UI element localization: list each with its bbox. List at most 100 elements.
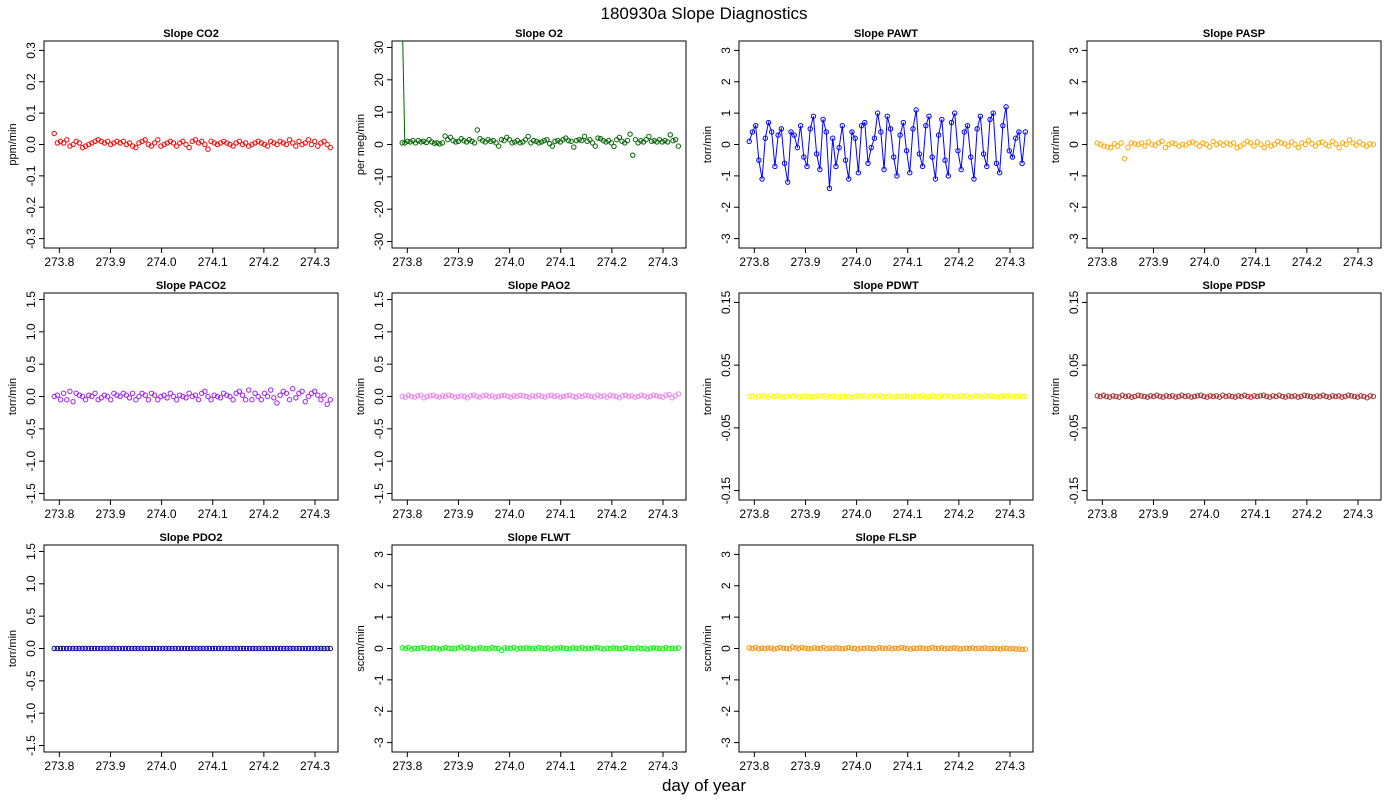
data-point [573,137,580,144]
data-point [224,392,230,398]
data-point [1110,393,1116,399]
data-point [529,646,536,652]
data-point [415,137,422,144]
data-point [536,392,542,398]
data-point [549,143,556,149]
data-point [836,645,842,651]
data-point [976,393,982,400]
data-point [214,393,221,400]
data-point [801,154,807,160]
x-tick-label: 274.3 [995,255,1025,269]
data-point [1016,393,1022,399]
data-point [324,141,330,148]
x-tick-label: 274.1 [1241,507,1271,521]
data-point [283,390,290,396]
data-point [554,645,561,652]
y-tick-label: 3 [719,551,733,558]
data-point [955,148,961,154]
data-point [638,645,644,652]
data-point [588,393,595,400]
data-point [1022,393,1029,400]
data-point [180,138,186,145]
data-point [963,645,970,651]
data-point [898,644,904,651]
data-point [180,393,186,400]
data-point [984,163,990,170]
data-point [1317,393,1323,400]
data-point [957,646,963,652]
data-point [436,646,443,652]
data-point [73,645,79,652]
chart-panel-10: Slope FLSP sccm/min 273.8 273.9 274.0 274.1 27… [702,532,1034,773]
data-point [557,644,564,651]
y-axis-label: torr/min [1050,378,1062,415]
data-point [1230,140,1237,146]
data-layer [746,393,1029,401]
data-point [865,160,871,167]
data-point [945,393,951,399]
x-tick-label: 274.3 [300,759,330,773]
data-point [471,140,478,146]
data-point [529,393,536,399]
data-point [941,393,948,400]
data-point [290,645,296,652]
data-point [938,393,945,399]
data-point [195,397,202,403]
data-point [1142,143,1148,149]
data-point [941,646,948,652]
data-point [114,392,120,398]
data-point [1103,393,1110,400]
x-tick-label: 274.2 [597,759,627,773]
data-point [209,645,216,652]
x-tick-label: 273.8 [44,507,74,521]
data-point [802,645,808,651]
data-point [948,393,954,400]
data-point [1232,394,1238,400]
data-point [988,393,994,399]
x-tick-label: 274.3 [300,507,330,521]
data-point [1009,154,1016,160]
y-tick-label: 0 [372,645,386,652]
data-point [802,393,808,399]
data-point [932,176,939,182]
data-point [576,393,582,399]
x-tick-label: 273.8 [739,759,769,773]
data-point [1010,645,1016,652]
x-tick-label: 274.2 [597,507,627,521]
y-tick-label: 0.5 [24,607,38,624]
data-point [236,388,243,395]
data-point [1323,393,1329,400]
data-point [814,393,821,399]
y-tick-label: 3 [719,47,733,54]
data-point [589,140,596,146]
data-point [1013,393,1019,400]
data-point [1198,392,1204,398]
x-tick-label: 274.1 [893,759,923,773]
data-point [823,129,829,135]
data-point [200,645,206,652]
data-point [1336,144,1342,151]
data-point [418,139,424,145]
data-point [650,392,657,398]
data-point [879,394,886,400]
data-point [464,644,471,651]
data-point [237,645,244,652]
data-point [619,645,626,652]
data-point [324,645,330,652]
data-point [796,645,802,652]
panel-title: Slope FLSP [855,532,916,544]
data-point [758,645,765,651]
data-point [1016,129,1022,135]
data-point [638,392,644,398]
data-point [63,645,70,652]
y-tick-label: 1 [719,109,733,116]
data-point [545,645,551,651]
data-point [299,388,305,395]
data-point [424,646,430,652]
y-tick-label: -0.5 [24,418,38,439]
data-point [935,645,942,652]
data-point [594,644,601,651]
data-point [603,139,609,145]
data-point [1361,393,1367,400]
data-point [926,113,932,119]
